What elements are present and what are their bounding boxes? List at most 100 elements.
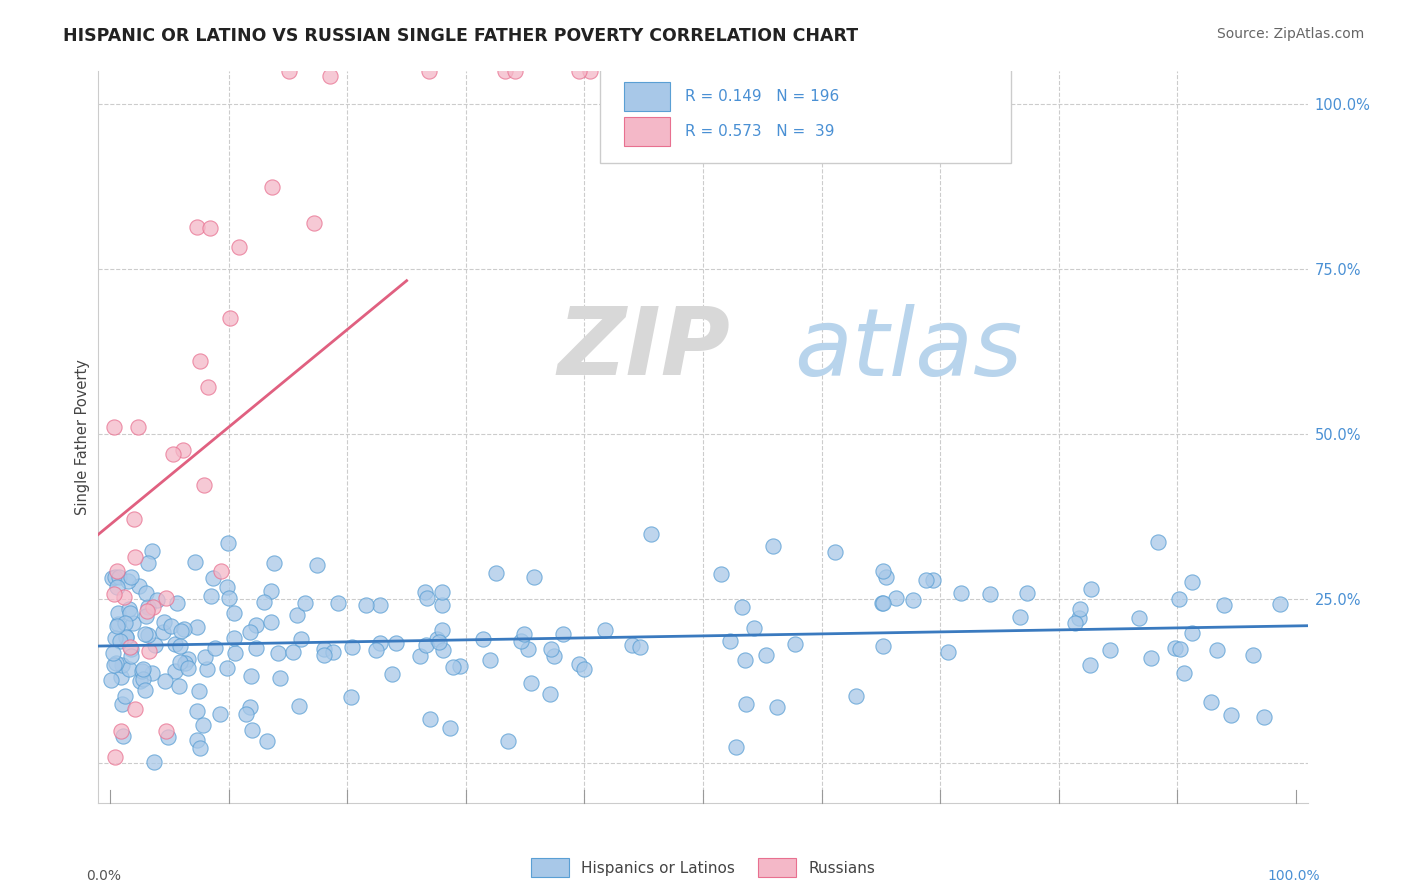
Point — [593, 623, 616, 637]
Text: atlas: atlas — [793, 304, 1022, 395]
Point — [186, 733, 208, 747]
Point — [824, 545, 846, 559]
Point — [432, 643, 454, 657]
Point — [104, 749, 127, 764]
Point — [122, 512, 145, 526]
Point — [1181, 575, 1204, 590]
Point — [285, 608, 308, 623]
Point — [766, 700, 789, 714]
Point — [269, 672, 291, 686]
Point — [165, 637, 187, 651]
Point — [245, 640, 267, 655]
Point — [408, 649, 430, 664]
Point — [921, 573, 943, 587]
Point — [173, 623, 195, 637]
Point — [1199, 695, 1222, 709]
Point — [551, 627, 574, 641]
Point — [538, 687, 561, 701]
Point — [872, 639, 894, 653]
Point — [426, 632, 449, 647]
Point — [103, 420, 125, 434]
Point — [122, 615, 145, 630]
Point — [197, 380, 219, 394]
Point — [105, 564, 128, 578]
Text: Source: ZipAtlas.com: Source: ZipAtlas.com — [1216, 27, 1364, 41]
Point — [215, 580, 238, 594]
Point — [294, 596, 316, 610]
Point — [366, 642, 388, 657]
Point — [136, 628, 159, 642]
Point — [202, 571, 225, 585]
Point — [118, 607, 141, 621]
Point — [239, 669, 262, 683]
Point — [381, 667, 404, 681]
Point — [731, 599, 754, 614]
Point — [152, 624, 174, 639]
Point — [188, 684, 211, 698]
Point — [110, 670, 132, 684]
Point — [368, 635, 391, 649]
Point — [153, 615, 176, 629]
Point — [710, 567, 733, 582]
Point — [1205, 643, 1227, 657]
Point — [522, 570, 544, 584]
Point — [120, 642, 142, 657]
Point — [100, 673, 122, 687]
Point — [915, 574, 938, 588]
Point — [1067, 611, 1090, 625]
Point — [718, 633, 741, 648]
Text: R = 0.573   N =  39: R = 0.573 N = 39 — [685, 124, 834, 139]
Point — [186, 704, 208, 718]
Point — [326, 596, 349, 610]
Point — [479, 653, 502, 667]
Point — [135, 586, 157, 600]
Point — [193, 477, 215, 491]
Point — [120, 570, 142, 584]
Point — [416, 591, 439, 605]
Point — [755, 648, 778, 663]
Point — [901, 592, 924, 607]
FancyBboxPatch shape — [624, 117, 671, 146]
Point — [979, 587, 1001, 601]
Text: ZIP: ZIP — [558, 303, 731, 395]
Point — [936, 645, 959, 659]
Point — [160, 619, 183, 633]
Point — [114, 689, 136, 703]
Point — [127, 420, 149, 434]
Point — [194, 650, 217, 665]
Point — [278, 64, 301, 78]
Point — [104, 631, 127, 645]
Point — [235, 706, 257, 721]
Point — [186, 620, 208, 634]
Point — [177, 661, 200, 675]
Point — [107, 607, 129, 621]
Point — [762, 539, 785, 553]
Point — [167, 680, 190, 694]
Point — [103, 657, 125, 672]
Point — [224, 647, 246, 661]
Point — [129, 673, 152, 688]
Point — [950, 586, 973, 600]
Point — [177, 652, 200, 666]
Point — [157, 730, 180, 744]
Point — [239, 624, 262, 639]
Point — [640, 527, 662, 541]
Point — [217, 535, 239, 549]
Point — [283, 645, 305, 659]
Legend: Hispanics or Latinos, Russians: Hispanics or Latinos, Russians — [524, 852, 882, 883]
Point — [111, 697, 134, 711]
Point — [184, 555, 207, 569]
Point — [143, 638, 166, 652]
Point — [734, 653, 756, 667]
Point — [142, 755, 165, 769]
Point — [540, 641, 562, 656]
Point — [191, 717, 214, 731]
Point — [163, 664, 186, 678]
Point — [104, 656, 127, 670]
Point — [112, 590, 135, 604]
Point — [198, 221, 221, 235]
Point — [101, 571, 124, 585]
Point — [124, 549, 146, 564]
Point — [875, 570, 897, 584]
Point — [111, 730, 134, 744]
